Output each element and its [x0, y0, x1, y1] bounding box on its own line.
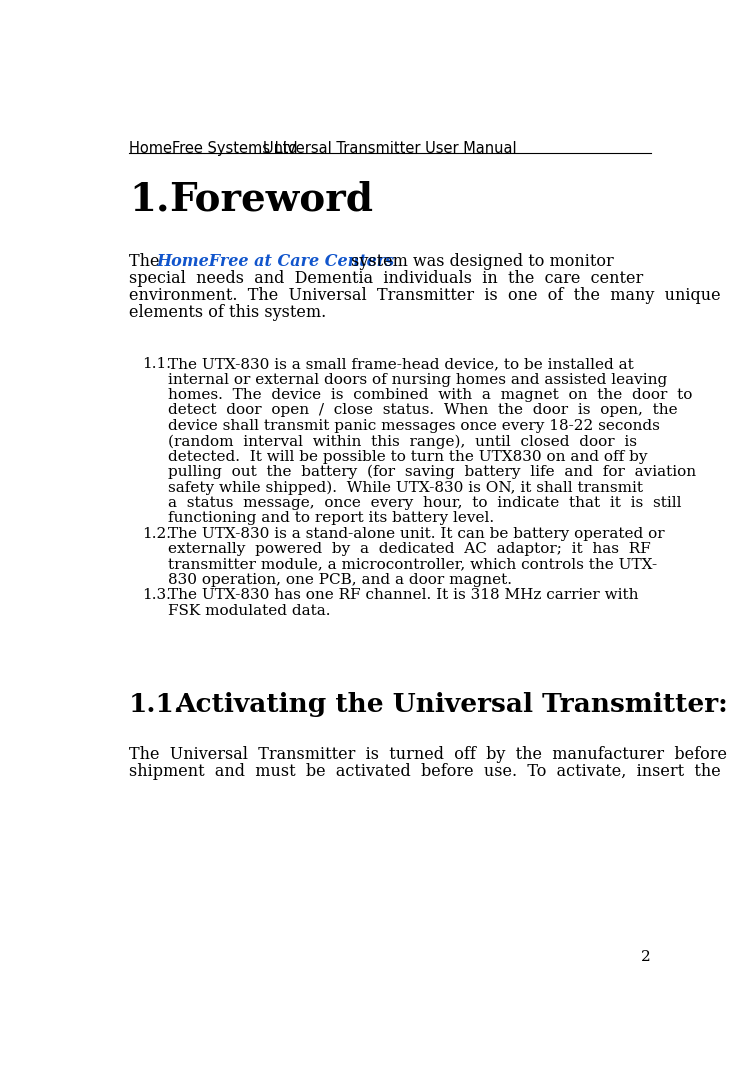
- Text: externally  powered  by  a  dedicated  AC  adaptor;  it  has  RF: externally powered by a dedicated AC ada…: [168, 542, 651, 556]
- Text: device shall transmit panic messages once every 18-22 seconds: device shall transmit panic messages onc…: [168, 419, 660, 433]
- Text: 1.3.: 1.3.: [142, 588, 171, 602]
- Text: shipment  and  must  be  activated  before  use.  To  activate,  insert  the: shipment and must be activated before us…: [129, 762, 721, 780]
- Text: Activating the Universal Transmitter:: Activating the Universal Transmitter:: [175, 692, 728, 717]
- Text: 1.1.: 1.1.: [129, 692, 184, 717]
- Text: Universal Transmitter User Manual: Universal Transmitter User Manual: [263, 141, 517, 156]
- Text: detected.  It will be possible to turn the UTX830 on and off by: detected. It will be possible to turn th…: [168, 449, 648, 464]
- Text: transmitter module, a microcontroller, which controls the UTX-: transmitter module, a microcontroller, w…: [168, 558, 657, 572]
- Text: system was designed to monitor: system was designed to monitor: [346, 253, 613, 270]
- Text: pulling  out  the  battery  (for  saving  battery  life  and  for  aviation: pulling out the battery (for saving batt…: [168, 465, 696, 480]
- Text: detect  door  open  /  close  status.  When  the  door  is  open,  the: detect door open / close status. When th…: [168, 403, 678, 417]
- Text: FSK modulated data.: FSK modulated data.: [168, 603, 331, 617]
- Text: safety while shipped).  While UTX-830 is ON, it shall transmit: safety while shipped). While UTX-830 is …: [168, 480, 643, 495]
- Text: 2: 2: [641, 950, 651, 964]
- Text: The: The: [129, 253, 165, 270]
- Text: 1.2.: 1.2.: [142, 526, 171, 540]
- Text: The UTX-830 is a stand-alone unit. It can be battery operated or: The UTX-830 is a stand-alone unit. It ca…: [168, 526, 664, 540]
- Text: (random  interval  within  this  range),  until  closed  door  is: (random interval within this range), unt…: [168, 434, 637, 448]
- Text: 830 operation, one PCB, and a door magnet.: 830 operation, one PCB, and a door magne…: [168, 573, 512, 587]
- Text: elements of this system.: elements of this system.: [129, 304, 326, 321]
- Text: The  Universal  Transmitter  is  turned  off  by  the  manufacturer  before: The Universal Transmitter is turned off …: [129, 746, 727, 762]
- Text: homes.  The  device  is  combined  with  a  magnet  on  the  door  to: homes. The device is combined with a mag…: [168, 388, 692, 402]
- Text: environment.  The  Universal  Transmitter  is  one  of  the  many  unique: environment. The Universal Transmitter i…: [129, 287, 721, 304]
- Text: The UTX-830 has one RF channel. It is 318 MHz carrier with: The UTX-830 has one RF channel. It is 31…: [168, 588, 639, 602]
- Text: HomeFree at Care Centers: HomeFree at Care Centers: [157, 253, 401, 270]
- Text: functioning and to report its battery level.: functioning and to report its battery le…: [168, 511, 494, 525]
- Text: HomeFree Systems Ltd: HomeFree Systems Ltd: [129, 141, 297, 156]
- Text: internal or external doors of nursing homes and assisted leaving: internal or external doors of nursing ho…: [168, 373, 667, 387]
- Text: Foreword: Foreword: [169, 180, 373, 218]
- Text: a  status  message,  once  every  hour,  to  indicate  that  it  is  still: a status message, once every hour, to in…: [168, 496, 681, 510]
- Text: special  needs  and  Dementia  individuals  in  the  care  center: special needs and Dementia individuals i…: [129, 270, 643, 287]
- Text: The UTX-830 is a small frame-head device, to be installed at: The UTX-830 is a small frame-head device…: [168, 357, 633, 371]
- Text: 1.1.: 1.1.: [142, 357, 171, 371]
- Text: 1.: 1.: [129, 180, 169, 218]
